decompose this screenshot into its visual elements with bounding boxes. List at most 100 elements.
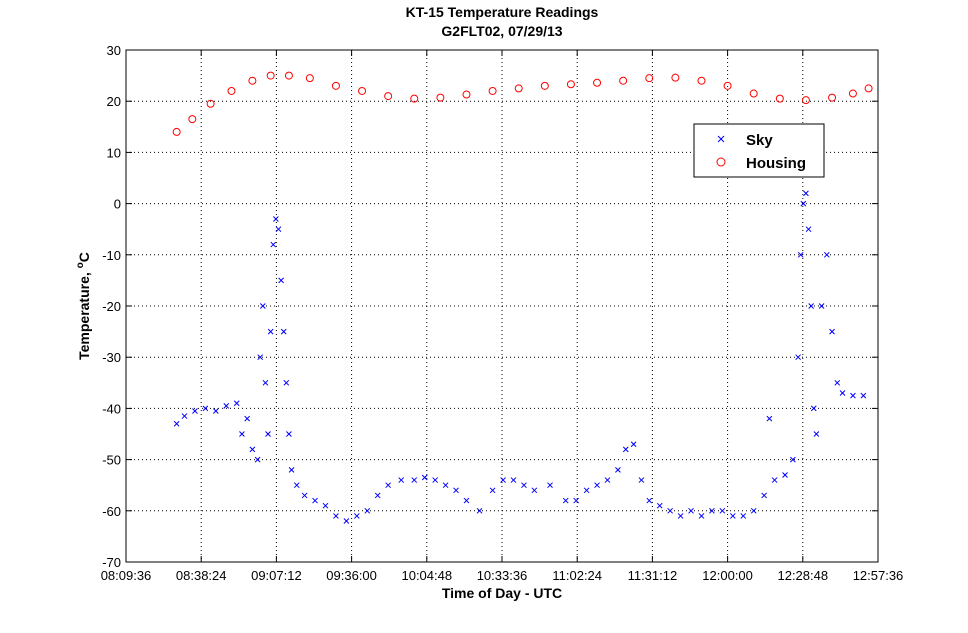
sky-point xyxy=(411,477,418,483)
sky-point xyxy=(322,502,329,509)
y-tick-label: 20 xyxy=(107,94,121,109)
sky-point xyxy=(270,241,277,248)
housing-point xyxy=(384,92,393,101)
chart-subtitle: G2FLT02, 07/29/13 xyxy=(441,23,562,39)
sky-point xyxy=(709,507,715,514)
y-tick-label: 30 xyxy=(107,43,121,58)
y-axis-label-text: Temperature, xyxy=(76,268,92,360)
housing-point xyxy=(305,74,314,83)
sky-point xyxy=(656,502,663,509)
x-tick-label: 12:57:36 xyxy=(853,568,904,583)
housing-point xyxy=(514,84,523,93)
sky-point xyxy=(622,446,629,453)
sky-point xyxy=(839,390,846,396)
legend-housing-label: Housing xyxy=(746,155,806,172)
sky-point xyxy=(267,328,274,335)
x-tick-label: 10:33:36 xyxy=(477,568,528,583)
sky-point xyxy=(803,190,809,197)
sky-point xyxy=(223,402,230,409)
sky-point xyxy=(239,431,245,437)
x-tick-label: 11:02:24 xyxy=(552,568,602,583)
sky-point xyxy=(797,251,804,258)
housing-point xyxy=(593,78,602,87)
sky-point xyxy=(667,507,674,514)
sky-point xyxy=(293,482,300,489)
housing-point xyxy=(227,86,236,95)
sky-point xyxy=(562,497,569,504)
sky-point xyxy=(834,379,841,386)
x-tick-label: 09:07:12 xyxy=(251,568,302,583)
sky-point xyxy=(288,466,295,473)
sky-point xyxy=(729,513,736,519)
ticks: 08:09:36 08:38:24 09:07:12 09:36:00 10:04:48… xyxy=(101,43,904,583)
legend-sky-marker xyxy=(717,135,725,143)
sky-point xyxy=(688,507,694,514)
sky-point xyxy=(476,507,483,514)
sky-point xyxy=(805,226,812,233)
sky-point xyxy=(212,408,219,414)
sky-point xyxy=(818,303,825,309)
sky-point xyxy=(173,420,180,427)
sky-point xyxy=(810,405,817,412)
sky-point xyxy=(521,482,527,489)
sky-point xyxy=(638,477,645,483)
sky-point xyxy=(278,277,284,284)
sky-point xyxy=(254,456,261,463)
x-tick-label: 10:04:48 xyxy=(401,568,452,583)
x-axis-label: Time of Day - UTC xyxy=(442,585,562,601)
sky-point xyxy=(265,431,271,437)
housing-point xyxy=(248,76,257,85)
y-axis-label: Temperature, oC xyxy=(75,252,92,360)
sky-point xyxy=(594,482,600,489)
legend-box xyxy=(693,123,825,178)
sky-point xyxy=(286,431,292,437)
housing-point xyxy=(645,74,654,83)
sky-point xyxy=(719,507,726,514)
y-tick-label: -30 xyxy=(102,350,121,365)
sky-point xyxy=(795,354,801,361)
x-tick-label: 12:00:00 xyxy=(702,568,753,583)
sky-point xyxy=(301,492,308,499)
sky-point xyxy=(257,354,264,361)
y-tick-label: -70 xyxy=(102,555,121,570)
y-tick-label: 10 xyxy=(107,145,121,160)
sky-point xyxy=(547,482,553,489)
sky-point xyxy=(829,328,835,335)
sky-point xyxy=(813,431,820,437)
housing-series xyxy=(172,71,873,136)
sky-point xyxy=(432,477,439,483)
legend-sky-label: Sky xyxy=(746,132,773,149)
housing-point xyxy=(671,73,680,82)
housing-point xyxy=(188,115,197,124)
sky-point xyxy=(604,477,611,483)
housing-point xyxy=(828,93,837,102)
sky-point xyxy=(860,392,867,399)
sky-point xyxy=(312,497,318,504)
sky-point xyxy=(353,513,360,519)
sky-point xyxy=(275,226,282,233)
housing-point xyxy=(566,80,575,89)
sky-point xyxy=(453,487,459,494)
sky-point xyxy=(771,477,778,483)
housing-point xyxy=(206,99,215,108)
sky-point xyxy=(244,415,251,422)
sky-point xyxy=(823,251,830,258)
sky-point xyxy=(630,441,637,448)
sky-point xyxy=(489,487,496,494)
sky-point xyxy=(398,477,405,483)
y-tick-label: -60 xyxy=(102,504,121,519)
sky-point xyxy=(850,392,856,399)
y-tick-label: -50 xyxy=(102,453,121,468)
housing-point xyxy=(266,71,275,80)
sky-point xyxy=(531,487,538,494)
sky-point xyxy=(262,379,269,386)
y-axis-label-unit: C xyxy=(76,252,92,262)
sky-point xyxy=(202,405,209,412)
sky-point xyxy=(510,477,517,483)
sky-point xyxy=(343,518,350,524)
sky-point xyxy=(740,513,747,519)
sky-point xyxy=(249,446,256,453)
sky-point xyxy=(233,400,240,407)
y-tick-label: -20 xyxy=(102,299,121,314)
